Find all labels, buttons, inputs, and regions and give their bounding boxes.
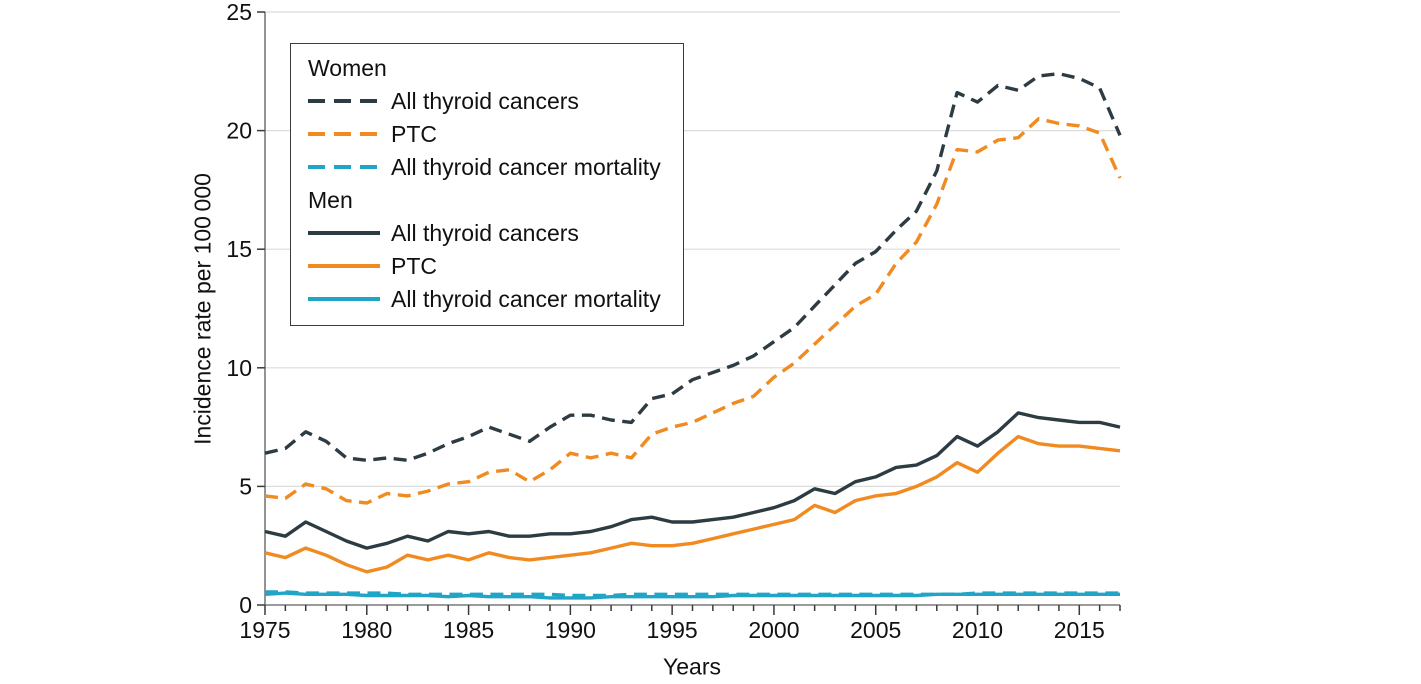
men-mortality-line-swatch [308, 297, 380, 301]
series-line-women-all [264, 71, 1122, 462]
legend-item-women-mortality: All thyroid cancer mortality [308, 155, 661, 179]
legend-item-men-mortality: All thyroid cancer mortality [308, 287, 661, 311]
x-tick-label: 2005 [850, 617, 901, 643]
y-tick-label: 5 [239, 473, 252, 499]
legend: Women All thyroid cancers PTC All thyroi… [290, 43, 684, 326]
men-all-line-swatch [308, 231, 380, 235]
legend-item-men-all: All thyroid cancers [308, 221, 661, 245]
legend-item-label: All thyroid cancers [391, 220, 579, 246]
y-axis-title: Incidence rate per 100 000 [189, 173, 216, 445]
y-tick-label: 20 [226, 118, 252, 144]
y-tick-label: 10 [226, 355, 252, 381]
series-line-men-mortality [264, 591, 1120, 600]
legend-item-men-ptc: PTC [308, 254, 661, 278]
y-tick-label: 15 [226, 236, 252, 262]
x-tick-label: 2015 [1054, 617, 1105, 643]
legend-item-label: All thyroid cancer mortality [391, 154, 661, 180]
x-tick-label: 1980 [341, 617, 392, 643]
series-line-women-ptc [264, 116, 1122, 505]
y-tick-label: 25 [226, 0, 252, 25]
legend-group-label-men: Men [308, 187, 353, 213]
legend-item-label: PTC [391, 121, 437, 147]
x-tick-label: 1985 [443, 617, 494, 643]
x-axis-title: Years [663, 653, 721, 680]
series-line-men-all [264, 411, 1121, 550]
x-tick-label: 1995 [647, 617, 698, 643]
x-tick-label: 2000 [748, 617, 799, 643]
legend-item-label: All thyroid cancer mortality [391, 286, 661, 312]
legend-item-women-all: All thyroid cancers [308, 89, 661, 113]
y-tick-label: 0 [239, 592, 252, 618]
legend-item-label: All thyroid cancers [391, 88, 579, 114]
x-tick-label: 1990 [545, 617, 596, 643]
series-line-men-ptc [264, 434, 1121, 574]
legend-group-label-women: Women [308, 55, 387, 81]
women-all-line-swatch [308, 99, 380, 103]
x-tick-label: 1975 [239, 617, 290, 643]
legend-item-women-ptc: PTC [308, 122, 661, 146]
legend-item-label: PTC [391, 253, 437, 279]
women-ptc-line-swatch [308, 132, 380, 136]
x-tick-label: 2010 [952, 617, 1003, 643]
women-mortality-line-swatch [308, 165, 380, 169]
men-ptc-line-swatch [308, 264, 380, 268]
